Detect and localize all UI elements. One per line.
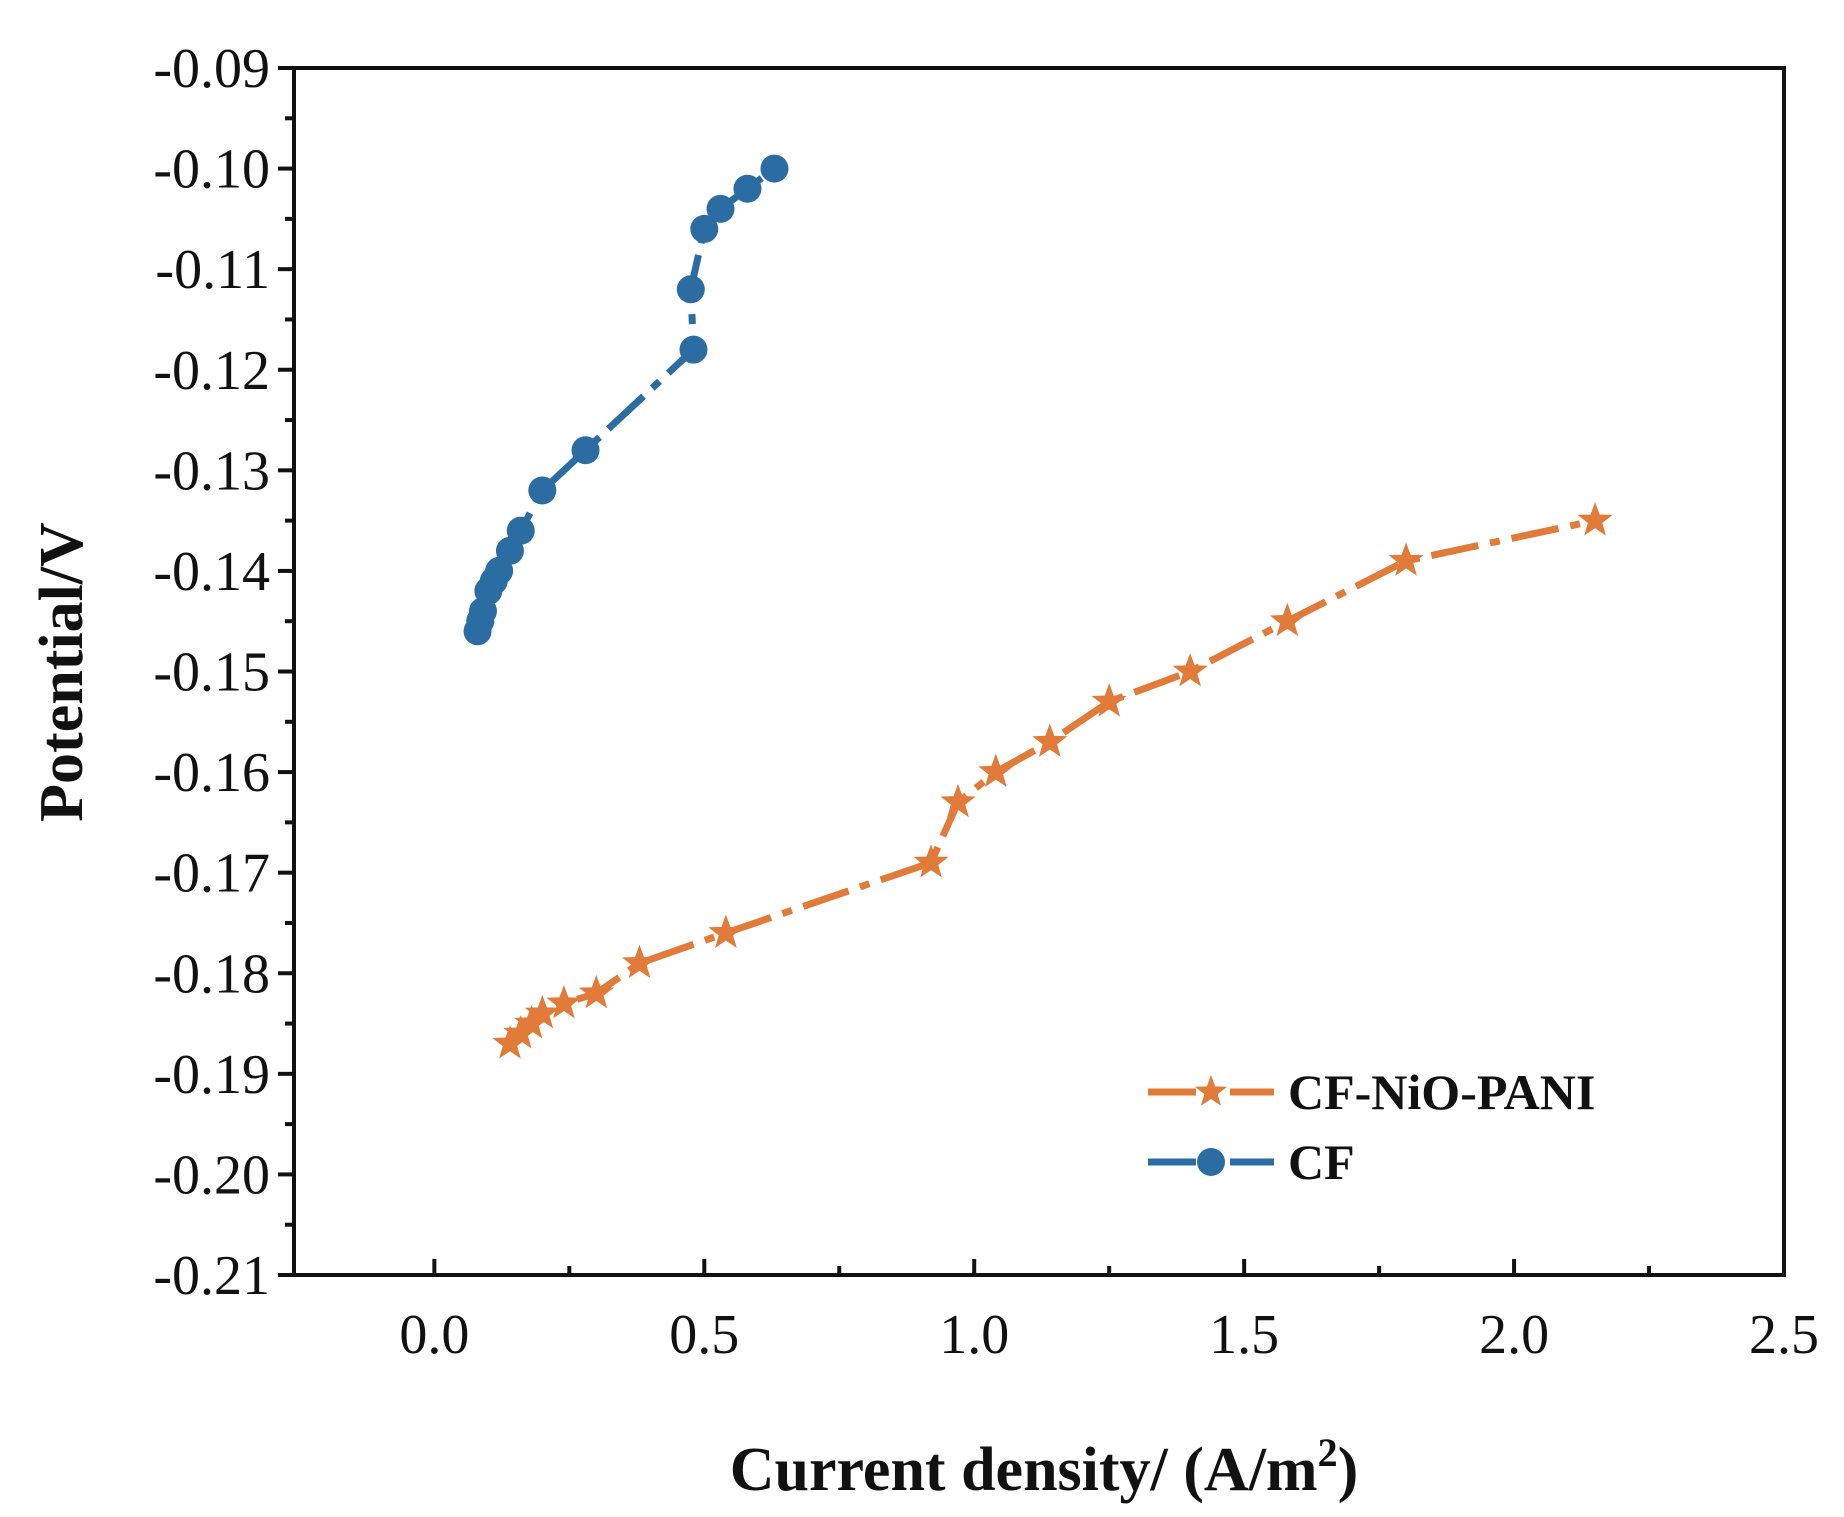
- data-point-circle: [733, 174, 762, 203]
- y-tick-label: -0.14: [153, 541, 270, 603]
- data-point-star: [1172, 653, 1208, 687]
- y-tick-label: -0.20: [153, 1144, 270, 1206]
- x-tick-label: 2.0: [1479, 1304, 1549, 1366]
- legend-item: CF-NiO-PANI: [1148, 1064, 1595, 1120]
- data-point-star: [578, 974, 614, 1009]
- data-point-circle: [706, 194, 735, 223]
- x-tick-label: 0.5: [669, 1304, 739, 1366]
- x-tick-label: 1.0: [939, 1304, 1009, 1366]
- y-tick-label: -0.10: [153, 139, 270, 201]
- x-axis-title-suffix: ): [1338, 1436, 1359, 1504]
- y-tick-label: -0.11: [155, 239, 270, 301]
- x-axis-title: Current density/ (A/m2): [730, 1430, 1358, 1504]
- data-point-star: [1091, 683, 1127, 717]
- y-tick-labels: -0.09 -0.10 -0.11 -0.12 -0.13 -0.14 -0.15 -0.16…: [153, 38, 270, 1307]
- data-point-star: [1577, 502, 1613, 536]
- legend-item: CF: [1148, 1134, 1355, 1190]
- y-tick-label: -0.09: [153, 38, 270, 100]
- data-point-star: [524, 995, 560, 1029]
- legend-marker-circle: [1197, 1148, 1225, 1176]
- data-point-circle: [676, 275, 705, 304]
- y-tick-label: -0.21: [153, 1245, 270, 1307]
- data-point-star: [1269, 602, 1305, 637]
- x-tick-labels: 0.0 0.5 1.0 1.5 2.0 2.5: [399, 1304, 1819, 1366]
- data-point-circle: [528, 476, 557, 505]
- y-tick-label: -0.16: [153, 742, 270, 804]
- y-tick-label: -0.12: [153, 340, 270, 402]
- axis-ticks: [278, 66, 1786, 1277]
- data-point-circle: [506, 516, 535, 545]
- legend-label: CF-NiO-PANI: [1288, 1064, 1595, 1120]
- series-line: [507, 517, 1596, 1047]
- data-point-star: [913, 844, 949, 878]
- x-tick-label: 2.5: [1749, 1304, 1819, 1366]
- series-cf: [463, 154, 789, 646]
- data-point-star: [708, 914, 744, 948]
- data-point-circle: [679, 335, 708, 364]
- y-axis-title: Potential/V: [28, 522, 96, 822]
- y-tick-label: -0.13: [153, 440, 270, 502]
- data-point-circle: [571, 436, 600, 465]
- data-point-star: [940, 783, 976, 818]
- data-point-star: [1032, 723, 1068, 757]
- data-point-circle: [760, 154, 789, 183]
- data-point-circle: [690, 214, 719, 243]
- data-point-star: [546, 984, 582, 1019]
- legend-label: CF: [1288, 1134, 1355, 1190]
- series-cf-nio-pani: [492, 502, 1613, 1059]
- x-axis-title-main: Current density/ (A/m: [730, 1436, 1318, 1504]
- y-tick-label: -0.19: [153, 1044, 270, 1106]
- x-tick-label: 1.5: [1209, 1304, 1279, 1366]
- series-line: [474, 165, 777, 633]
- y-tick-label: -0.17: [153, 843, 270, 905]
- x-axis-title-superscript: 2: [1318, 1430, 1338, 1475]
- legend: CF-NiO-PANI CF: [1148, 1064, 1595, 1190]
- data-point-star: [978, 753, 1014, 788]
- x-tick-label: 0.0: [399, 1304, 469, 1366]
- legend-marker-star: [1194, 1075, 1228, 1106]
- series-layer: [463, 154, 1613, 1059]
- y-tick-label: -0.18: [153, 943, 270, 1005]
- data-point-star: [621, 944, 658, 979]
- data-point-star: [1388, 542, 1424, 576]
- y-tick-label: -0.15: [153, 642, 270, 704]
